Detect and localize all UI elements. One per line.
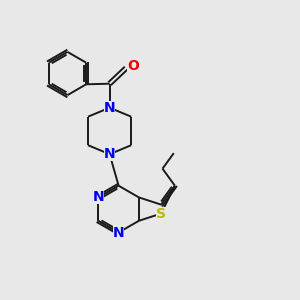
Text: N: N — [113, 226, 124, 239]
Text: O: O — [127, 59, 139, 73]
Text: N: N — [104, 147, 116, 161]
Text: S: S — [156, 207, 166, 220]
Text: N: N — [104, 101, 116, 115]
Text: N: N — [92, 190, 104, 204]
